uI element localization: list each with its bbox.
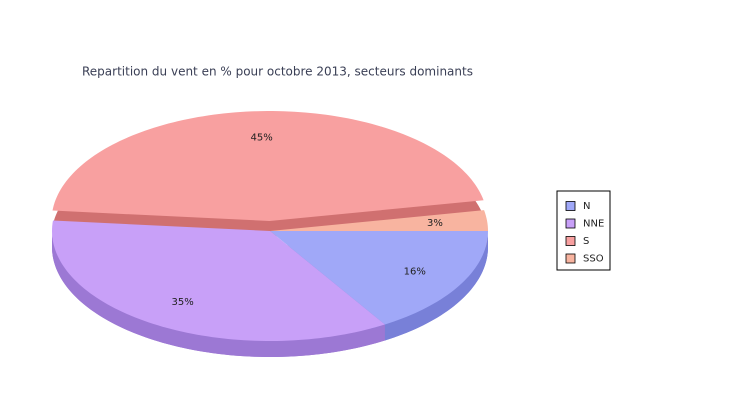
legend-swatch <box>565 253 576 264</box>
legend-swatch <box>565 236 576 246</box>
legend-label: NNE <box>583 219 604 230</box>
slice <box>270 210 488 231</box>
legend-label: S <box>583 236 589 247</box>
value-label: 16% <box>404 267 426 278</box>
legend-label: N <box>583 201 590 212</box>
value-label: 35% <box>172 297 194 308</box>
legend-label: SSO <box>583 254 604 265</box>
slice <box>52 111 484 222</box>
slice-wall <box>52 231 385 357</box>
legend-swatch <box>565 218 576 229</box>
slice <box>270 231 488 325</box>
slice <box>52 220 385 341</box>
slice-wall <box>384 231 488 341</box>
chart-title: Repartition du vent en % pour octobre 20… <box>82 65 473 79</box>
value-label: 45% <box>251 133 273 144</box>
legend: N NNE S SSO <box>556 190 611 271</box>
legend-swatch <box>565 201 576 211</box>
value-label: 3% <box>427 218 443 229</box>
